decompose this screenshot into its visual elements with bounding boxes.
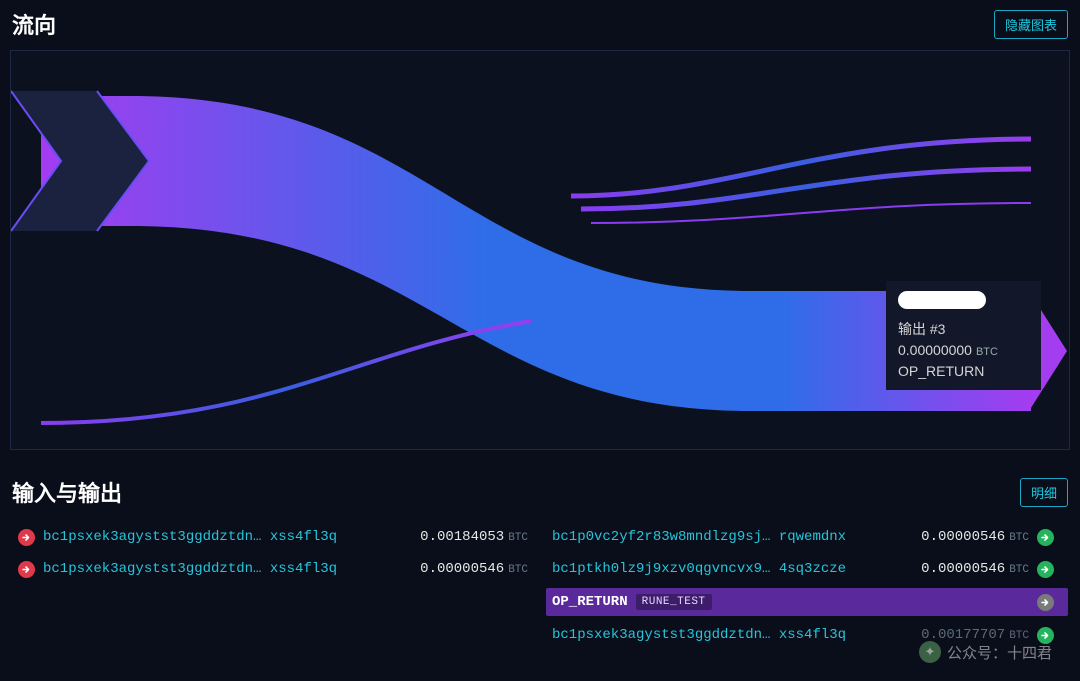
tooltip-unit: BTC xyxy=(976,346,998,358)
output-badge-icon xyxy=(1037,594,1054,611)
output-amount: 0.00000546BTC xyxy=(921,561,1029,577)
opreturn-label: OP_RETURN xyxy=(552,594,628,610)
output-address[interactable]: bc1p0vc2yf2r83w8mndlzg9sj… rqwemdnx xyxy=(552,529,921,545)
input-badge-icon xyxy=(18,561,35,578)
input-amount: 0.00184053BTC xyxy=(420,529,528,545)
input-amount: 0.00000546BTC xyxy=(420,561,528,577)
output-row: bc1ptkh0lz9j9xzv0qgvncvx9… 4sq3zcze0.000… xyxy=(552,556,1062,582)
detail-button[interactable]: 明细 xyxy=(1020,478,1068,507)
input-address[interactable]: bc1psxek3agystst3ggddztdn… xss4fl3q xyxy=(43,529,420,545)
tooltip-label: OP_RETURN xyxy=(898,361,1029,382)
flow-tooltip: 输出 #3 0.00000000 BTC OP_RETURN xyxy=(886,281,1041,390)
output-badge-icon[interactable] xyxy=(1037,529,1054,546)
flow-title: 流向 xyxy=(12,8,56,40)
tooltip-title: 输出 #3 xyxy=(898,319,1029,340)
output-row: OP_RETURN RUNE_TEST xyxy=(546,588,1068,616)
flow-main[interactable] xyxy=(41,96,1031,411)
input-address[interactable]: bc1psxek3agystst3ggddztdn… xss4fl3q xyxy=(43,561,420,577)
outputs-column: bc1p0vc2yf2r83w8mndlzg9sj… rqwemdnx0.000… xyxy=(552,524,1062,648)
sankey-chart[interactable]: 输出 #3 0.00000000 BTC OP_RETURN xyxy=(10,50,1070,450)
input-row: bc1psxek3agystst3ggddztdn… xss4fl3q0.000… xyxy=(18,556,528,582)
tooltip-amount: 0.00000000 xyxy=(898,342,972,358)
output-address[interactable]: bc1psxek3agystst3ggddztdn… xss4fl3q xyxy=(552,627,921,643)
output-address[interactable]: bc1ptkh0lz9j9xzv0qgvncvx9… 4sq3zcze xyxy=(552,561,921,577)
output-row: bc1p0vc2yf2r83w8mndlzg9sj… rqwemdnx0.000… xyxy=(552,524,1062,550)
tooltip-pill xyxy=(898,291,986,309)
flow-in-1[interactable] xyxy=(41,321,531,423)
output-amount: 0.00177707BTC xyxy=(921,627,1029,643)
input-row: bc1psxek3agystst3ggddztdn… xss4fl3q0.001… xyxy=(18,524,528,550)
output-badge-icon[interactable] xyxy=(1037,561,1054,578)
output-amount: 0.00000546BTC xyxy=(921,529,1029,545)
io-title: 输入与输出 xyxy=(12,476,122,508)
inputs-column: bc1psxek3agystst3ggddztdn… xss4fl3q0.001… xyxy=(18,524,528,648)
opreturn-tag: RUNE_TEST xyxy=(636,594,712,610)
hide-chart-button[interactable]: 隐藏图表 xyxy=(994,10,1068,39)
input-badge-icon xyxy=(18,529,35,546)
output-row: bc1psxek3agystst3ggddztdn… xss4fl3q0.001… xyxy=(552,622,1062,648)
output-badge-icon[interactable] xyxy=(1037,627,1054,644)
